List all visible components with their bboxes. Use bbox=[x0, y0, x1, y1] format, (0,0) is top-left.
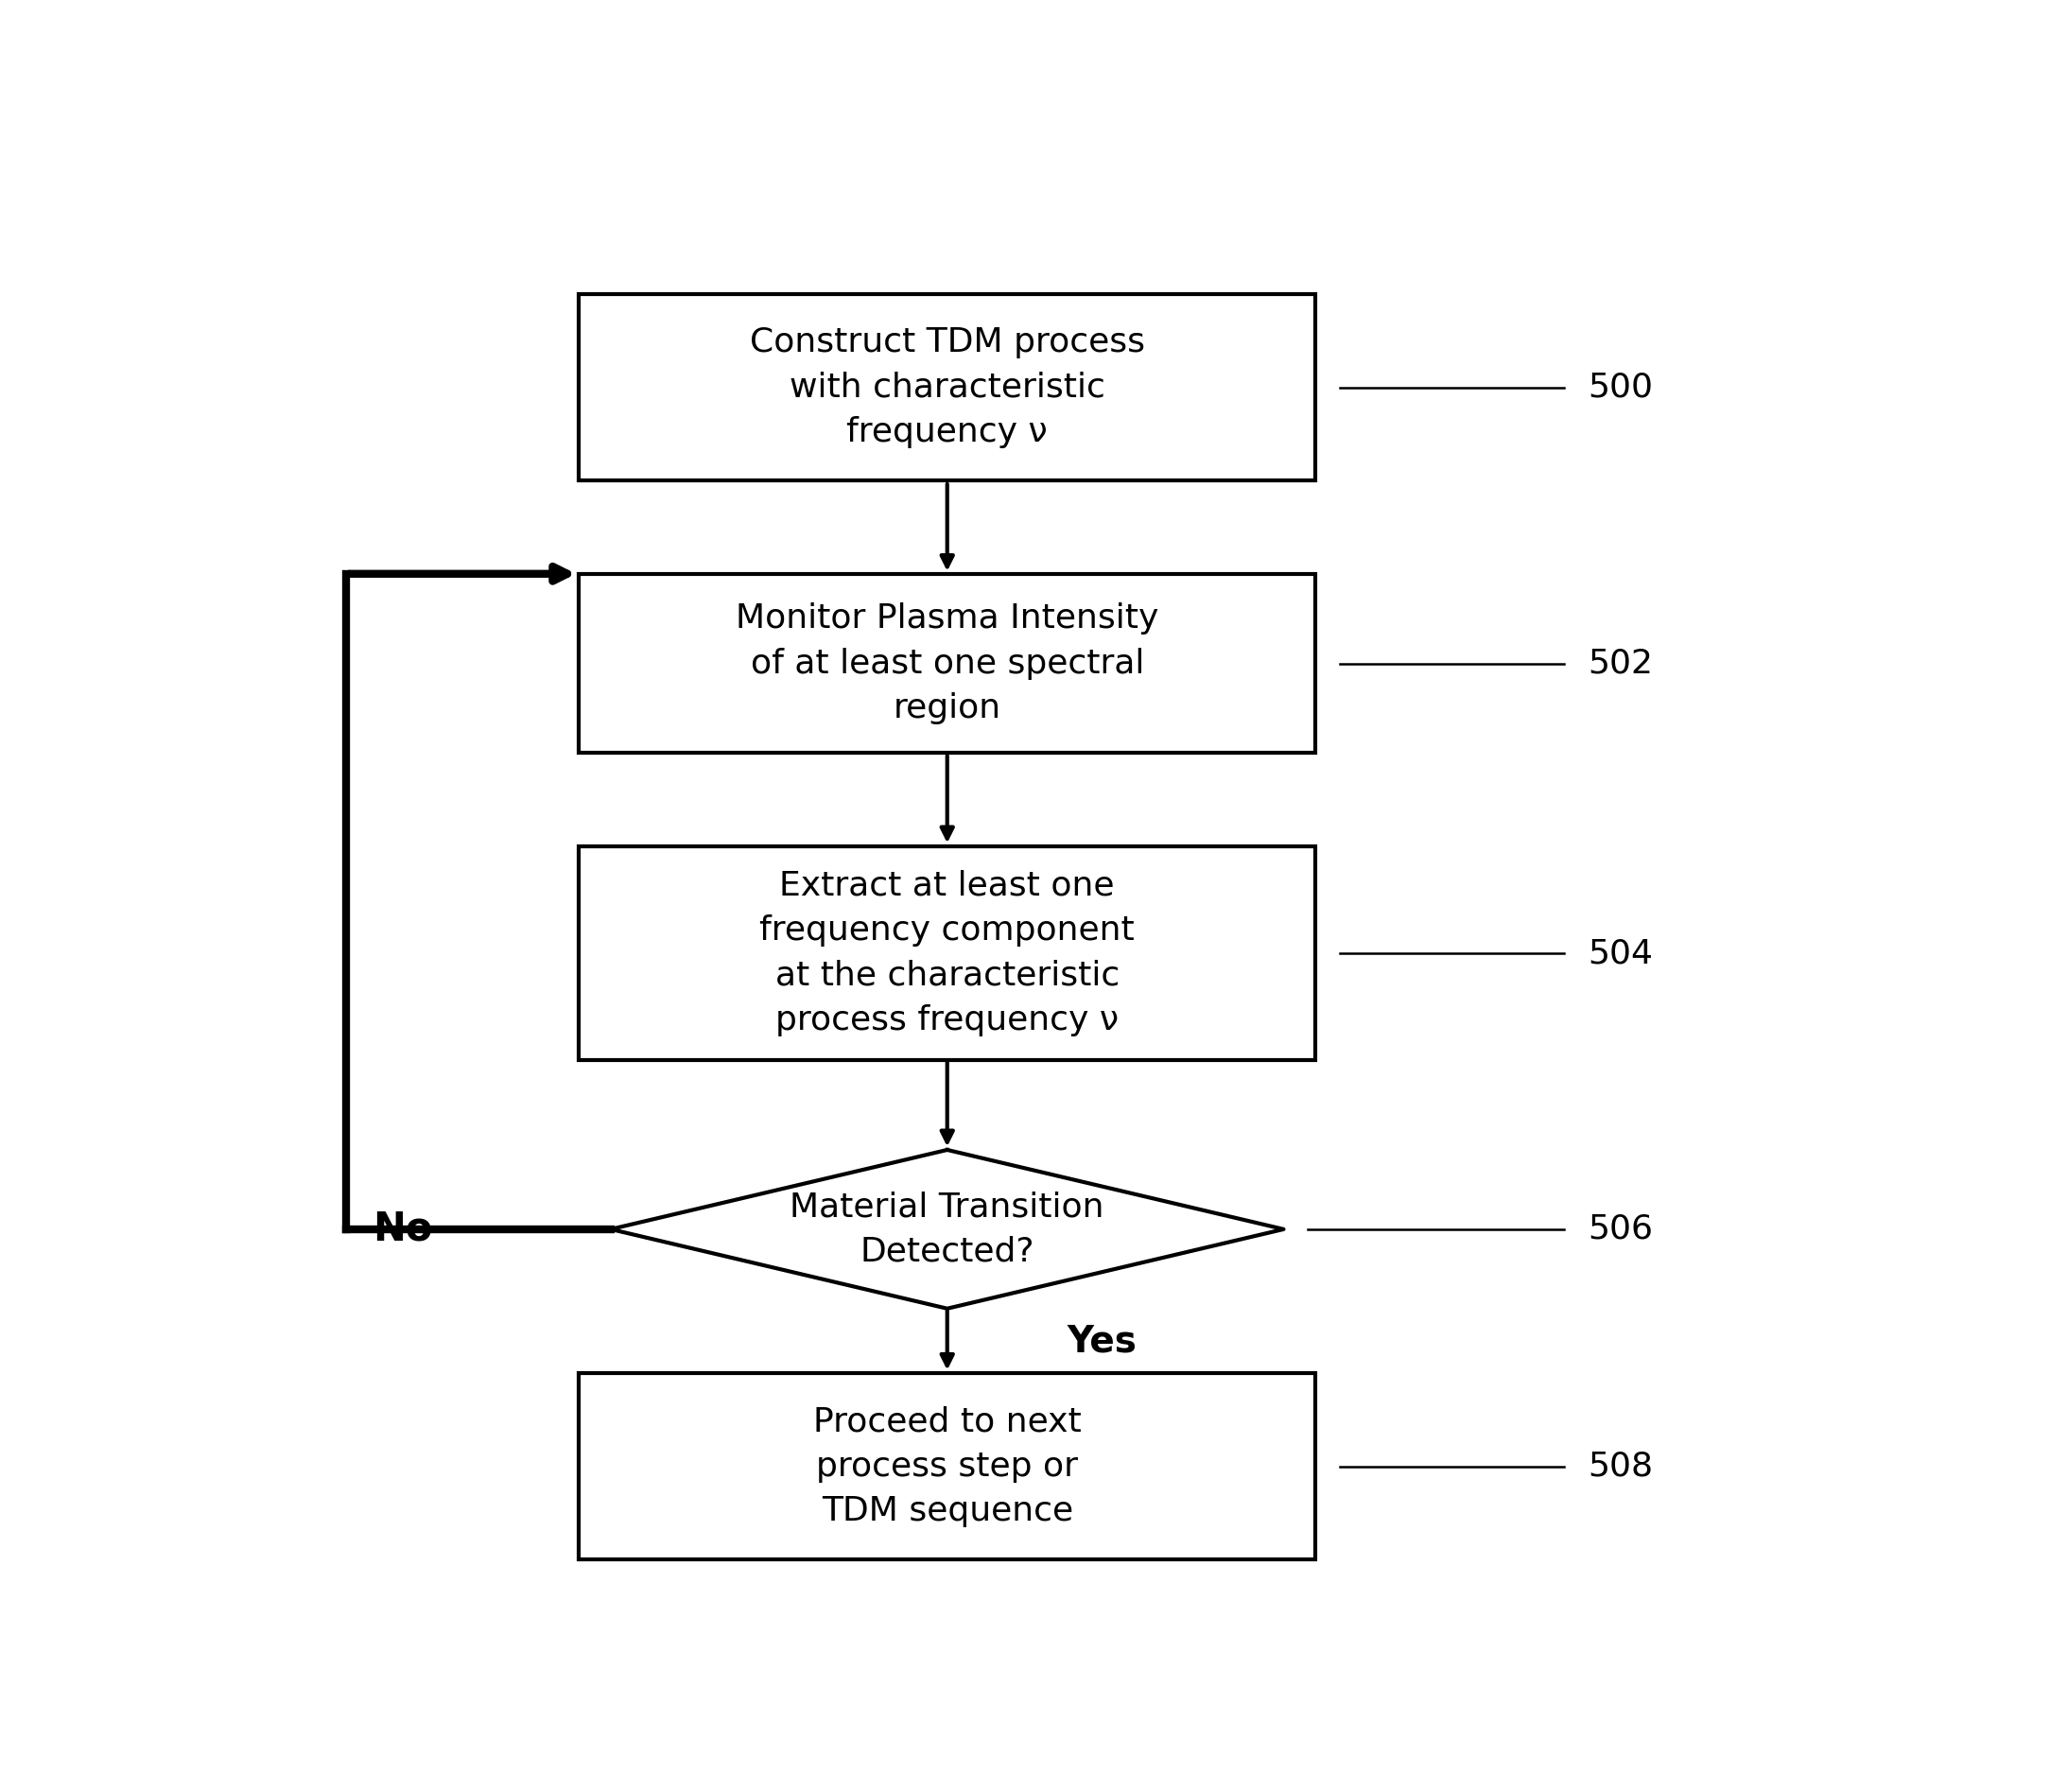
Text: Proceed to next
process step or
TDM sequence: Proceed to next process step or TDM sequ… bbox=[812, 1405, 1081, 1527]
Text: Material Transition
Detected?: Material Transition Detected? bbox=[790, 1190, 1104, 1267]
Text: 504: 504 bbox=[1587, 937, 1654, 969]
Text: 500: 500 bbox=[1587, 371, 1654, 403]
Bar bbox=[579, 573, 1317, 753]
Bar bbox=[579, 846, 1317, 1061]
Text: No: No bbox=[372, 1210, 432, 1249]
Text: 502: 502 bbox=[1587, 647, 1654, 679]
Bar bbox=[579, 1373, 1317, 1559]
Text: 508: 508 bbox=[1587, 1450, 1654, 1482]
Text: Extract at least one
frequency component
at the characteristic
process frequency: Extract at least one frequency component… bbox=[761, 869, 1135, 1038]
Text: Yes: Yes bbox=[1067, 1322, 1137, 1358]
Polygon shape bbox=[612, 1150, 1284, 1308]
Bar bbox=[579, 294, 1317, 480]
Text: Construct TDM process
with characteristic
frequency ν: Construct TDM process with characteristi… bbox=[750, 326, 1145, 448]
Text: Monitor Plasma Intensity
of at least one spectral
region: Monitor Plasma Intensity of at least one… bbox=[736, 602, 1160, 724]
Text: 506: 506 bbox=[1587, 1213, 1654, 1245]
